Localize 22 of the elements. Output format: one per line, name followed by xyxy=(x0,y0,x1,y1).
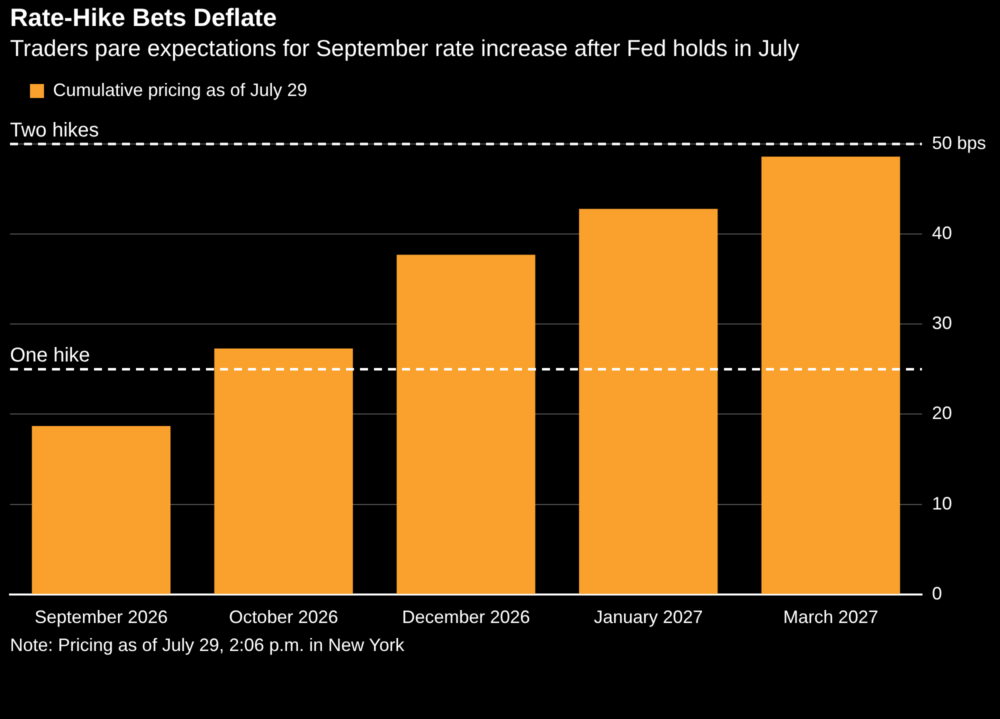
chart-title: Rate-Hike Bets Deflate xyxy=(10,4,278,33)
legend-label: Cumulative pricing as of July 29 xyxy=(53,80,308,100)
y-tick-label: 20 xyxy=(932,403,952,424)
x-tick-label: March 2027 xyxy=(783,607,878,628)
x-tick-label: January 2027 xyxy=(594,607,703,628)
ref-line-label: One hike xyxy=(10,344,90,367)
y-tick-label: 50 bps xyxy=(932,132,986,153)
y-tick-label: 10 xyxy=(932,493,952,514)
text: Note: Pricing as of July 29, 2:06 p.m. in New York xyxy=(10,634,406,657)
y-tick-label: 40 xyxy=(932,223,952,244)
bar xyxy=(32,426,171,594)
bar xyxy=(396,254,536,594)
x-tick-label: October 2026 xyxy=(229,607,338,628)
y-tick-label: 30 xyxy=(932,313,952,334)
ref-line-label: Two hikes xyxy=(10,120,99,142)
x-tick-label: September 2026 xyxy=(34,607,168,628)
bar xyxy=(761,156,900,594)
bar xyxy=(579,208,718,594)
chart-subtitle: Traders pare expectations for September rate increase after Fed holds in July xyxy=(10,35,800,62)
bar xyxy=(214,348,353,594)
y-tick-label: 0 xyxy=(932,583,942,604)
x-tick-label: December 2026 xyxy=(402,607,530,628)
